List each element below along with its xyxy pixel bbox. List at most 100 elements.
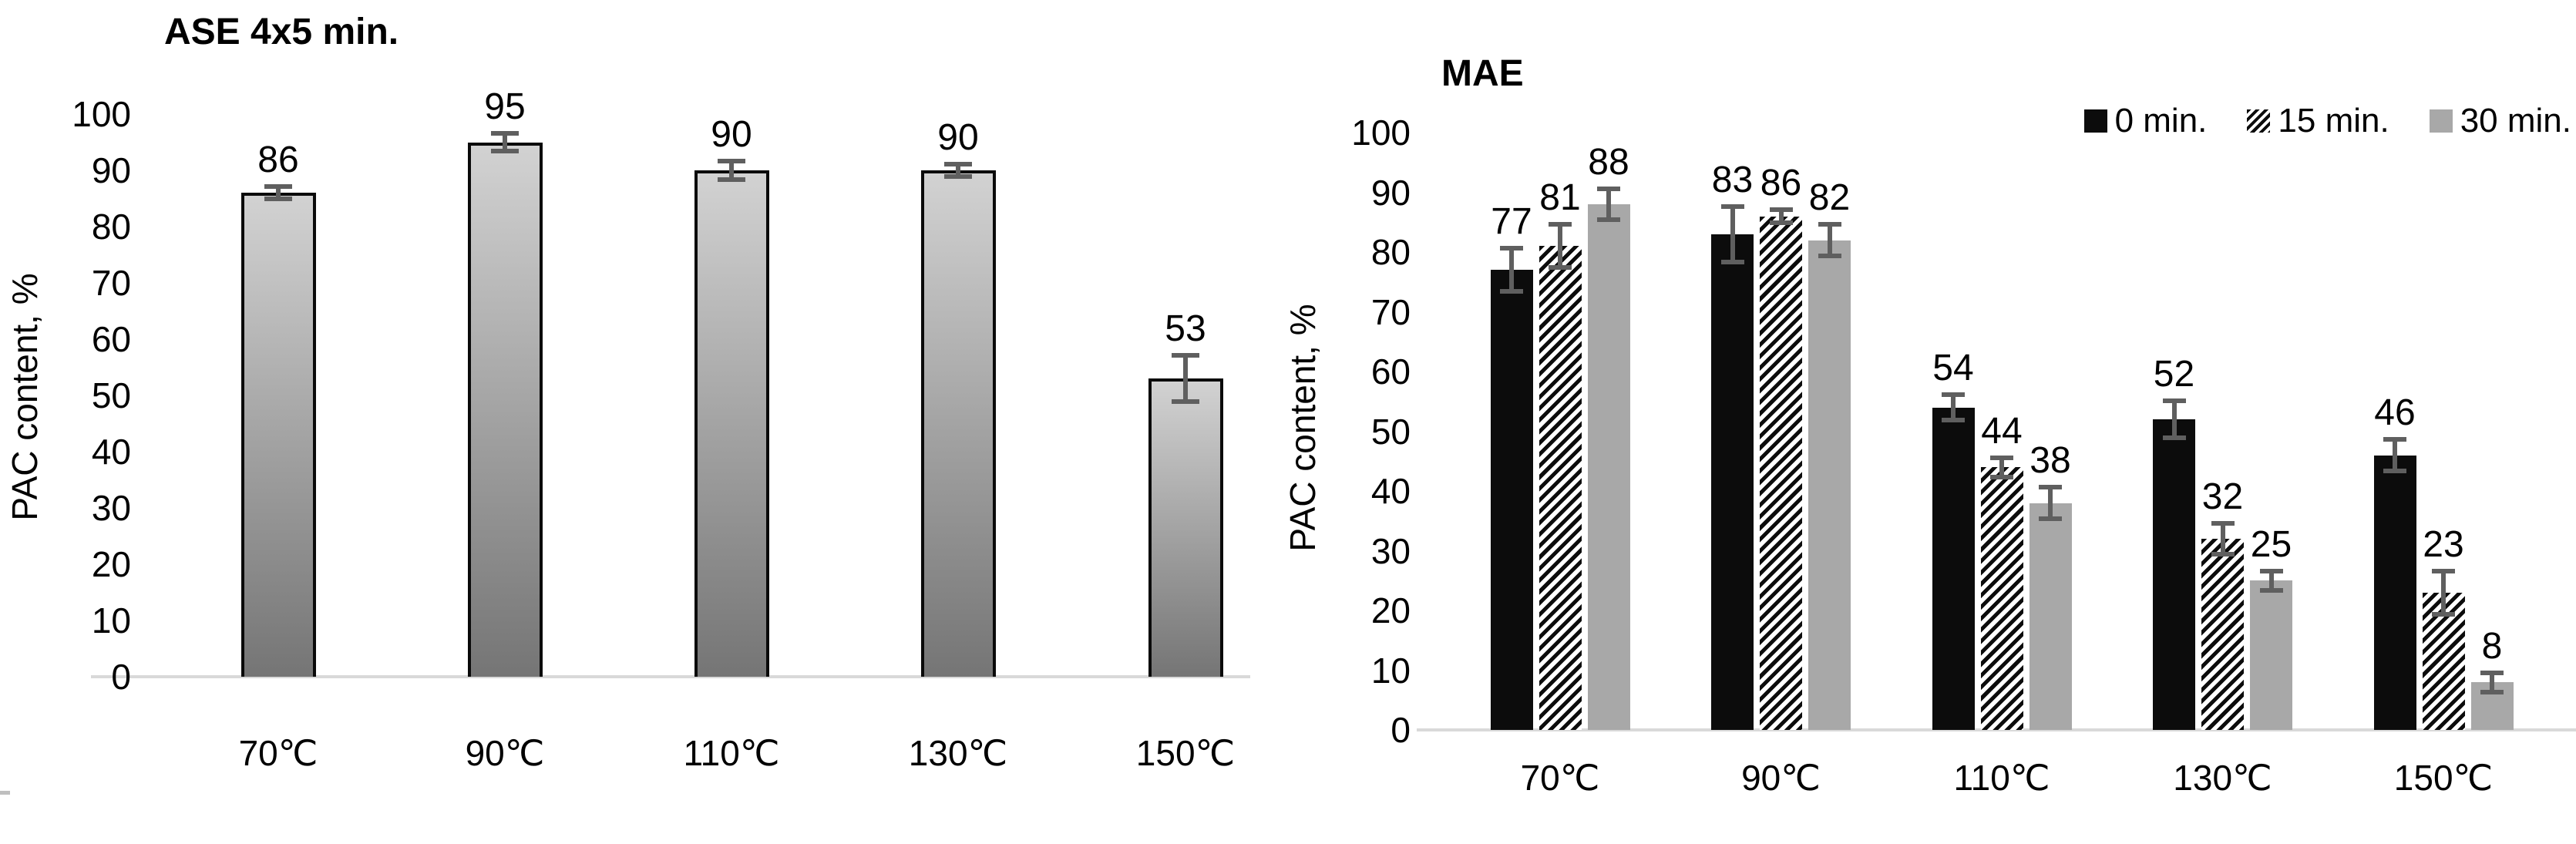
value-label: 81 (1539, 177, 1581, 219)
error-bar-cap-bottom (2039, 516, 2062, 521)
error-bar-line (1951, 392, 1956, 422)
error-bar-cap-top (1597, 186, 1620, 191)
y-tick-label: 0 (111, 657, 131, 697)
bar (2201, 539, 2244, 730)
x-tick-label: 130℃ (908, 733, 1008, 773)
x-tick-label: 90℃ (465, 733, 545, 773)
bar (1808, 240, 1851, 730)
value-label: 53 (1165, 308, 1206, 350)
error-bar-cap-bottom (1818, 253, 1841, 258)
bar (1490, 270, 1533, 730)
error-bar-cap-top (1500, 246, 1523, 251)
mae-legend: 0 min. 15 min. 30 min. (2083, 102, 2571, 140)
error-bar (491, 130, 519, 154)
bar (1760, 216, 1802, 730)
y-tick-label: 90 (91, 150, 131, 190)
error-bar-cap-bottom (1500, 289, 1523, 294)
value-label: 8 (2481, 625, 2503, 667)
error-bar-cap-top (1549, 222, 1572, 227)
y-tick-label: 70 (1370, 291, 1411, 332)
error-bar-line (503, 130, 507, 154)
bar (920, 170, 996, 677)
error-bar-line (2220, 520, 2225, 557)
mae-chart-panel: MAE PAC content, % 0 min. 15 min. 30 min. … (1283, 0, 2576, 844)
error-bar-cap-bottom (2162, 435, 2186, 441)
x-axis-line (91, 675, 1250, 678)
error-bar-cap-top (2211, 520, 2235, 526)
x-tick-label: 70℃ (238, 733, 318, 773)
error-bar (1172, 353, 1199, 404)
error-bar-cap-top (2162, 398, 2186, 403)
value-label: 86 (257, 140, 299, 181)
legend-label: 30 min. (2460, 102, 2571, 140)
legend-label: 15 min. (2278, 102, 2389, 140)
error-bar (2211, 520, 2235, 557)
y-tick-label: 40 (1370, 471, 1411, 511)
error-bar-cap-top (264, 184, 292, 190)
y-tick-label: 60 (91, 319, 131, 359)
error-bar-line (2490, 670, 2494, 694)
error-bar (1549, 222, 1572, 271)
error-bar-cap-top (1769, 207, 1793, 212)
mae-chart-title: MAE (1441, 53, 1524, 94)
error-bar-line (1558, 222, 1562, 271)
value-label: 86 (1760, 162, 1802, 203)
error-bar-cap-bottom (264, 197, 292, 202)
error-bar-cap-top (491, 130, 519, 136)
error-bar-cap-bottom (718, 177, 745, 182)
bar (467, 142, 543, 677)
y-tick-label: 40 (91, 432, 131, 472)
x-tick-label: 150℃ (1135, 733, 1236, 773)
error-bar (1942, 392, 1965, 422)
error-bar-cap-bottom (2383, 468, 2406, 473)
y-tick-label: 50 (1370, 411, 1411, 452)
error-bar-cap-bottom (944, 173, 972, 179)
value-label: 25 (2250, 523, 2292, 565)
bar (1539, 246, 1582, 730)
error-bar-cap-top (718, 159, 745, 164)
bar (2250, 580, 2292, 730)
error-bar-cap-bottom (1720, 259, 1744, 264)
error-bar-cap-top (2480, 670, 2504, 675)
error-bar-cap-bottom (1942, 417, 1965, 422)
value-label: 32 (2201, 476, 2244, 517)
y-tick-label: 50 (91, 375, 131, 415)
error-bar-cap-top (2259, 568, 2283, 573)
error-bar (1818, 222, 1841, 258)
legend-swatch-icon (2083, 109, 2107, 133)
error-bar-line (2171, 398, 2177, 441)
error-bar-line (1827, 222, 1832, 258)
y-tick-label: 100 (1351, 113, 1411, 153)
error-bar-line (1183, 353, 1188, 404)
error-bar-cap-bottom (1549, 265, 1572, 271)
bar (694, 170, 769, 677)
error-bar (1769, 207, 1793, 226)
legend-item: 0 min. (2083, 102, 2207, 140)
y-tick-label: 20 (91, 544, 131, 584)
error-bar (1990, 455, 2013, 479)
error-bar-cap-bottom (1172, 398, 1199, 404)
ase-chart-panel: ASE 4x5 min. PAC content, % 0 10 20 30 40 50 6… (5, 12, 1250, 773)
y-tick-label: 80 (91, 207, 131, 247)
error-bar-cap-top (1942, 392, 1965, 398)
error-bar-line (2048, 485, 2053, 521)
error-bar-line (1606, 186, 1611, 223)
error-bar (2162, 398, 2186, 441)
bar (1148, 378, 1223, 677)
bar (2153, 419, 2195, 730)
error-bar-line (2268, 568, 2274, 593)
error-bar-line (1999, 455, 2004, 479)
bar (240, 193, 316, 677)
y-tick-label: 30 (1370, 530, 1411, 571)
error-bar-cap-top (1172, 353, 1199, 358)
value-label: 44 (1981, 410, 2023, 452)
error-bar-cap-top (2432, 568, 2455, 573)
error-bar-cap-top (2383, 437, 2406, 442)
value-label: 88 (1588, 141, 1629, 183)
value-label: 90 (937, 117, 979, 159)
error-bar-cap-top (1818, 222, 1841, 227)
y-tick-label: 100 (72, 94, 131, 134)
x-axis-line (1417, 728, 2576, 731)
y-tick-label: 0 (1391, 710, 1411, 750)
error-bar (2432, 568, 2455, 617)
